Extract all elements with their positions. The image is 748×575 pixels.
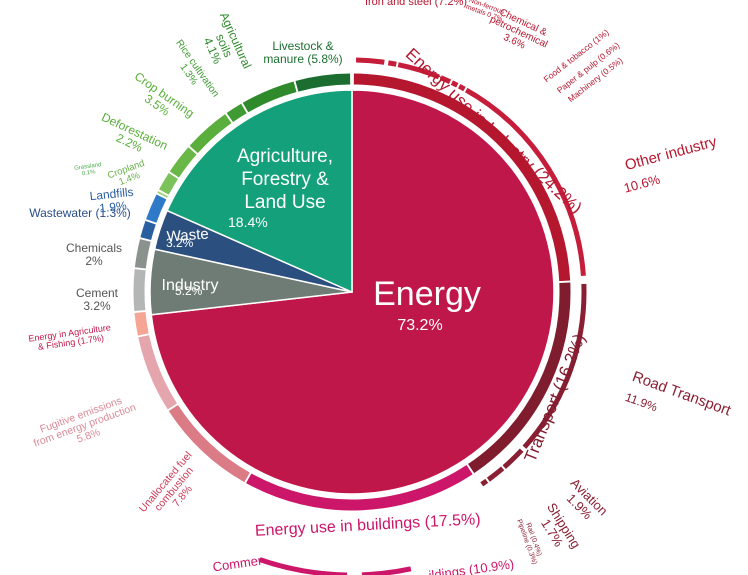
ring-segment-cement: [133, 269, 146, 312]
subsector-energy-buildings: Energy use in buildings (17.5%): [255, 511, 481, 540]
pie-sectors: [149, 89, 555, 495]
outer-segment-commercial-buildings: [259, 557, 348, 575]
ring-segment-deforestation: [169, 147, 197, 178]
ring-segment-grassland: [157, 191, 168, 198]
ring-segment-chemicals: [134, 239, 151, 269]
detail-residential: ildings (10.9%): [428, 556, 515, 575]
sector-label-agriculture: Agriculture, Forestry & Land Use: [237, 146, 333, 213]
outer-segment-food-tobacco: [439, 75, 452, 85]
ring-segment-crop-burning: [189, 114, 232, 154]
outer-segment-machinery: [457, 83, 466, 92]
ring-segment-cropland: [159, 172, 178, 195]
detail-commercial: Commer: [212, 553, 264, 575]
pie-sector-agriculture-forestry-land-use: [166, 89, 353, 294]
outer-ring: [133, 57, 587, 575]
sector-value-waste: 3.2%: [166, 236, 194, 250]
detail-road-transport: Road Transport: [630, 368, 734, 420]
detail-cement: Cement 3.2%: [76, 286, 119, 313]
outer-segment-shipping: [486, 466, 505, 482]
detail-wastewater: Wastewater (1.3%): [29, 206, 131, 220]
sector-label-energy: Energy: [373, 275, 481, 313]
ring-segment-rice-cultivation: [226, 103, 247, 123]
detail-other-industry-value: 10.6%: [622, 172, 662, 196]
detail-deforestation: Deforestation2.2%: [94, 110, 170, 164]
ring-segment-agricultural-soils: [242, 81, 297, 113]
ring-segment-unallocated-fuel: [168, 404, 250, 483]
sector-value-energy: 73.2%: [397, 317, 442, 334]
subsector-energy-agriculture: Energy in Agriculture& Fishing (1.7%): [28, 322, 113, 353]
outer-segment-non-ferrous-metals: [387, 60, 397, 67]
outer-segment-road-transport: [522, 283, 587, 449]
sector-label-waste: Waste: [166, 226, 209, 246]
sector-label-industry: Industry: [162, 277, 219, 294]
subsector-fugitive-emissions: Fugitive emissionsfrom energy production…: [28, 391, 141, 460]
outer-segment-rail-pipeline: [480, 478, 489, 487]
outer-segment-iron-steel: [355, 57, 385, 65]
detail-grassland: Grassland0.1%: [74, 162, 103, 178]
outer-segment-chemical-petrochemical: [397, 62, 440, 80]
detail-livestock-manure: Livestock & manure (5.8%): [263, 39, 342, 66]
ring-segment-energy-buildings: [246, 465, 473, 511]
outer-segment-paper-pulp: [450, 80, 459, 88]
outer-segment-residential-buildings: [361, 566, 412, 575]
outer-segment-aviation: [502, 448, 524, 469]
detail-iron-steel: Iron and steel (7.2%): [365, 0, 467, 8]
sector-value-industry: 5.2%: [175, 284, 203, 298]
outer-segment-other-industry: [465, 87, 586, 276]
ring-segment-energy-industry: [353, 73, 571, 282]
ring-segment-wastewater: [140, 220, 156, 241]
ring-segment-transport: [468, 282, 571, 474]
detail-other-industry: Other industry: [623, 133, 719, 174]
subsector-unallocated-fuel: Unallocated fuelcombustion7.8%: [137, 449, 211, 529]
detail-landfills: Landfills1.9%: [89, 185, 136, 216]
detail-chemicals: Chemicals 2%: [66, 241, 122, 268]
sector-value-agriculture: 18.4%: [228, 214, 268, 230]
detail-road-transport-value: 11.9%: [623, 390, 659, 415]
ring-segment-livestock-manure: [295, 73, 351, 92]
ring-segment-fugitive-emissions: [138, 335, 178, 410]
ring-segment-energy-agriculture: [134, 311, 149, 336]
ring-segment-landfills: [146, 194, 167, 223]
